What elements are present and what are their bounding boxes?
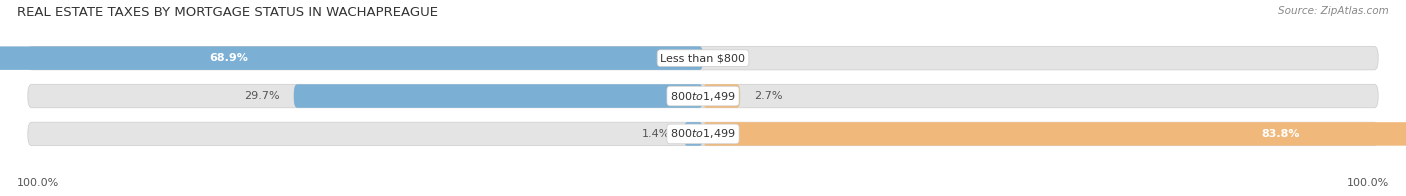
Text: 1.4%: 1.4% [641, 129, 669, 139]
Text: 100.0%: 100.0% [1347, 178, 1389, 188]
Text: 83.8%: 83.8% [1261, 129, 1299, 139]
Text: 68.9%: 68.9% [209, 53, 247, 63]
FancyBboxPatch shape [703, 84, 740, 108]
FancyBboxPatch shape [0, 46, 703, 70]
FancyBboxPatch shape [28, 84, 1378, 108]
Text: $800 to $1,499: $800 to $1,499 [671, 90, 735, 103]
Text: REAL ESTATE TAXES BY MORTGAGE STATUS IN WACHAPREAGUE: REAL ESTATE TAXES BY MORTGAGE STATUS IN … [17, 6, 437, 19]
Text: $800 to $1,499: $800 to $1,499 [671, 127, 735, 140]
FancyBboxPatch shape [703, 122, 1406, 146]
FancyBboxPatch shape [294, 84, 703, 108]
Text: Less than $800: Less than $800 [661, 53, 745, 63]
FancyBboxPatch shape [28, 46, 1378, 70]
Text: 0.0%: 0.0% [717, 53, 745, 63]
Text: Source: ZipAtlas.com: Source: ZipAtlas.com [1278, 6, 1389, 16]
Text: 100.0%: 100.0% [17, 178, 59, 188]
FancyBboxPatch shape [683, 122, 703, 146]
Text: 2.7%: 2.7% [754, 91, 783, 101]
FancyBboxPatch shape [28, 122, 1378, 146]
Text: 29.7%: 29.7% [245, 91, 280, 101]
